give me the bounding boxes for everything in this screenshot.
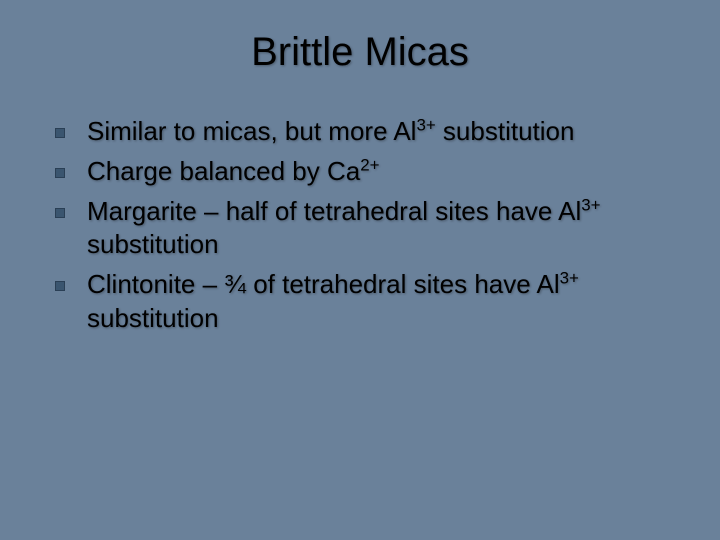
bullet-text-pre: Similar to micas, but more Al [87,116,416,146]
bullet-superscript: 3+ [416,115,435,134]
slide: Brittle Micas Similar to micas, but more… [0,0,720,540]
bullet-superscript: 3+ [560,269,579,288]
slide-title: Brittle Micas [40,30,680,75]
list-item: Margarite – half of tetrahedral sites ha… [55,195,680,263]
bullet-text-post: substitution [87,229,219,259]
bullet-text-pre: Margarite – half of tetrahedral sites ha… [87,196,581,226]
bullet-text-pre: Charge balanced by Ca [87,156,360,186]
bullet-icon [55,128,65,138]
bullet-icon [55,168,65,178]
list-item: Similar to micas, but more Al3+ substitu… [55,115,680,149]
bullet-text-pre: Clintonite – ¾ of tetrahedral sites have… [87,269,560,299]
bullet-superscript: 3+ [581,195,600,214]
bullet-text-post: substitution [436,116,575,146]
bullet-text-post: substitution [87,303,219,333]
bullet-icon [55,208,65,218]
bullet-icon [55,281,65,291]
list-item: Clintonite – ¾ of tetrahedral sites have… [55,268,680,336]
list-item: Charge balanced by Ca2+ [55,155,680,189]
bullet-list: Similar to micas, but more Al3+ substitu… [40,115,680,336]
bullet-superscript: 2+ [360,155,379,174]
